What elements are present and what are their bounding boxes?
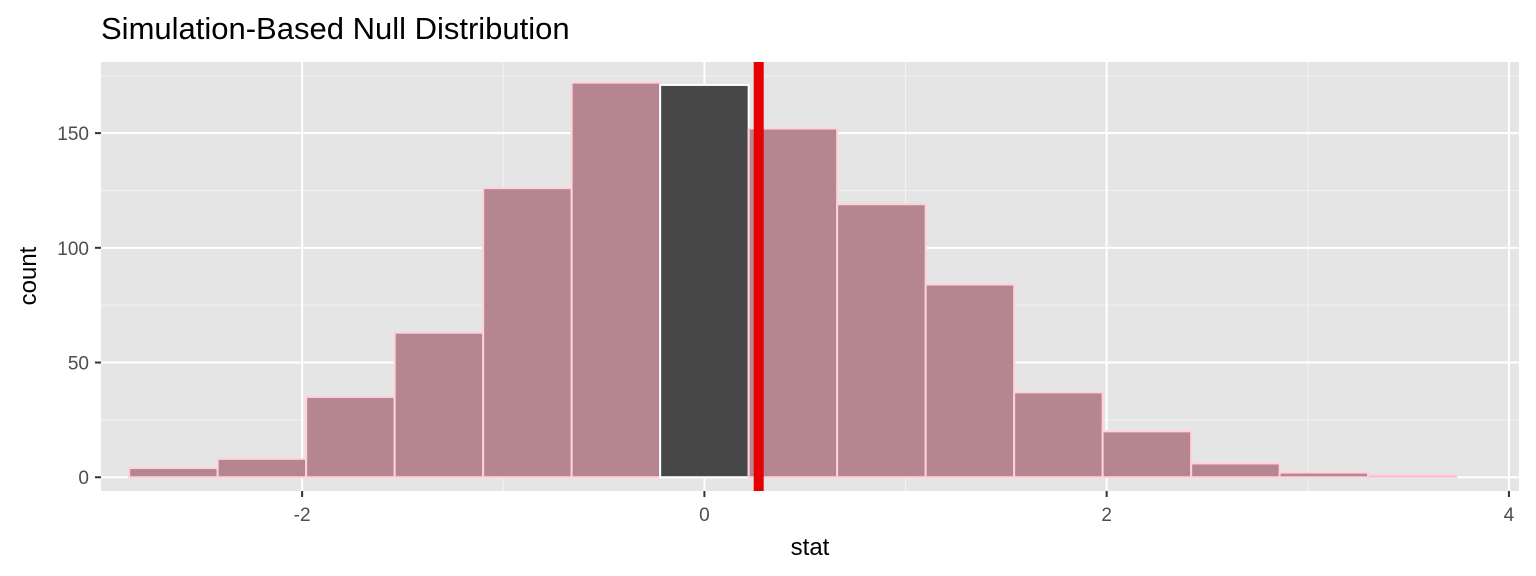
x-tick-label: 4	[1504, 505, 1515, 526]
histogram-bar-shaded	[216, 457, 308, 479]
x-tick-label: 2	[1101, 505, 1112, 526]
histogram-bar-shaded	[128, 467, 219, 479]
histogram-bar-shaded	[305, 395, 396, 479]
y-tick-label: 0	[78, 468, 89, 489]
x-tick-label: 0	[699, 505, 710, 526]
histogram-bar-shaded	[570, 81, 662, 479]
histogram-bar-shaded	[1367, 473, 1458, 479]
y-axis-title: count	[15, 246, 42, 305]
chart-title: Simulation-Based Null Distribution	[101, 11, 570, 46]
histogram-bar-shaded	[836, 203, 927, 479]
y-tick-label: 50	[68, 354, 89, 375]
histogram-bar-shaded	[1013, 391, 1104, 479]
histogram-bar-shaded	[924, 283, 1016, 479]
histogram-bar-shaded	[393, 331, 485, 479]
y-tick-label: 150	[57, 124, 89, 145]
histogram-bar-shaded	[1278, 471, 1370, 479]
histogram-bar-shaded	[1190, 462, 1281, 479]
x-tick-label: -2	[294, 505, 311, 526]
histogram-bar	[659, 83, 750, 479]
y-axis: 0 50 100 150	[57, 124, 101, 489]
histogram-bar-shaded	[1101, 430, 1193, 479]
x-axis-title: stat	[791, 534, 830, 561]
histogram-bar-shaded	[482, 187, 573, 479]
x-axis: -2 0 2 4	[294, 491, 1515, 526]
y-tick-label: 100	[57, 239, 89, 260]
